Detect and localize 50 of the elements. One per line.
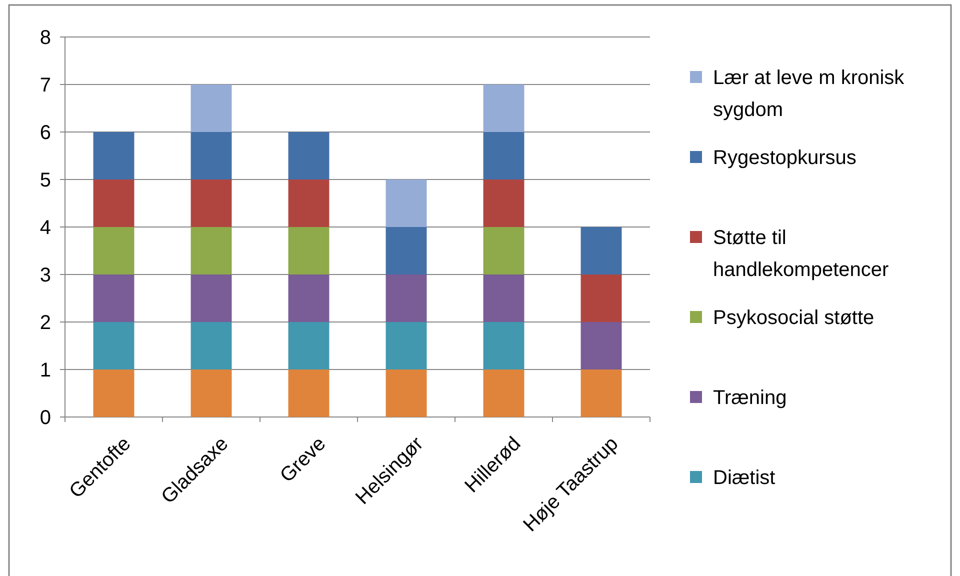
bar <box>190 180 232 227</box>
bar <box>190 322 232 370</box>
bar <box>386 322 427 370</box>
bar <box>580 227 622 274</box>
legend-label: Træning <box>713 387 787 409</box>
bar <box>93 227 134 274</box>
y-tick-label: 5 <box>40 170 51 192</box>
y-tick-label: 8 <box>40 27 51 49</box>
bar <box>483 274 524 322</box>
bar <box>483 322 524 370</box>
bar <box>580 322 622 370</box>
bar <box>483 227 524 274</box>
bar <box>386 180 427 227</box>
bar <box>288 370 330 417</box>
bar <box>386 274 427 322</box>
bar <box>483 132 524 180</box>
bar <box>93 274 134 322</box>
bar <box>190 227 232 274</box>
bar <box>190 84 232 132</box>
legend-label: Diætist <box>713 467 776 489</box>
bar <box>483 180 524 227</box>
bar <box>580 274 622 322</box>
legend-label: Støtte til handlekompetencer <box>713 227 890 281</box>
bar <box>386 370 427 417</box>
bar <box>288 132 330 180</box>
y-tick-label: 2 <box>40 312 51 334</box>
bar <box>190 132 232 180</box>
legend-label: Rygestopkursus <box>713 147 856 169</box>
bar <box>288 274 330 322</box>
legend-label: Psykosocial støtte <box>713 307 874 329</box>
legend-label: Lær at leve m kronisk sygdom <box>713 67 906 121</box>
bar <box>288 322 330 370</box>
y-tick-label: 3 <box>40 264 51 286</box>
y-tick-label: 6 <box>40 122 51 144</box>
bar <box>93 132 134 180</box>
bar <box>483 84 524 132</box>
y-tick-label: 0 <box>40 407 51 429</box>
bar <box>93 180 134 227</box>
bar <box>93 322 134 370</box>
y-tick-label: 4 <box>40 217 51 239</box>
bar <box>93 370 134 417</box>
bar <box>288 180 330 227</box>
bar <box>288 227 330 274</box>
bar <box>483 370 524 417</box>
y-tick-label: 1 <box>40 360 51 382</box>
bar <box>190 370 232 417</box>
bar <box>386 227 427 274</box>
bar <box>580 370 622 417</box>
y-tick-label: 7 <box>40 74 51 96</box>
bar <box>190 274 232 322</box>
